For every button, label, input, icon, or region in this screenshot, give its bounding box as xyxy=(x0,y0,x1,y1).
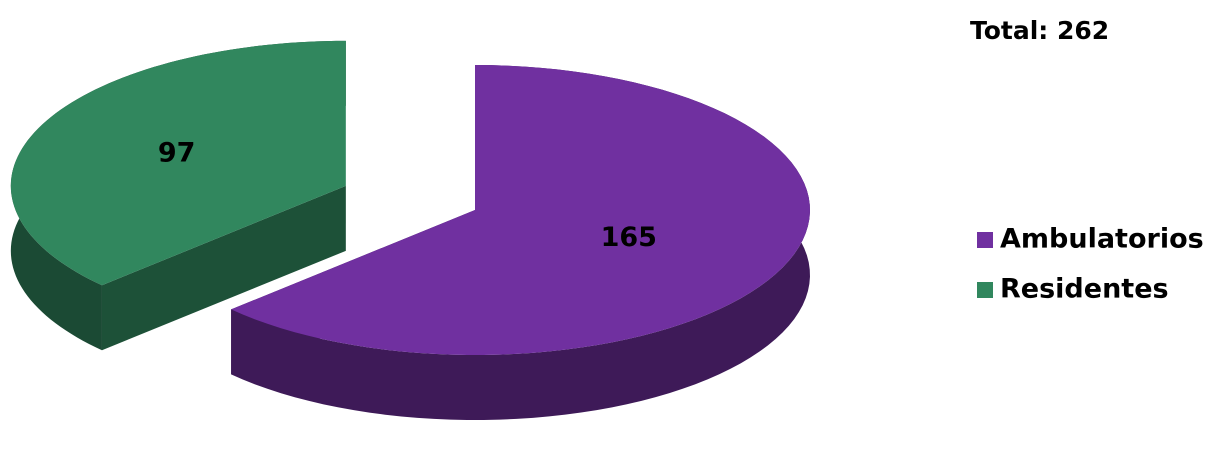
pie-slice xyxy=(231,65,810,355)
value-label: 165 xyxy=(601,222,657,253)
total-annotation: Total: 262 xyxy=(970,16,1109,45)
legend-label: Residentes xyxy=(1000,274,1169,305)
legend-swatch xyxy=(977,232,993,248)
legend-swatch xyxy=(977,282,993,298)
pie-slice xyxy=(10,40,346,286)
value-label: 97 xyxy=(158,138,196,169)
slice-side-wall xyxy=(101,185,346,351)
legend-label: Ambulatorios xyxy=(1000,224,1204,255)
